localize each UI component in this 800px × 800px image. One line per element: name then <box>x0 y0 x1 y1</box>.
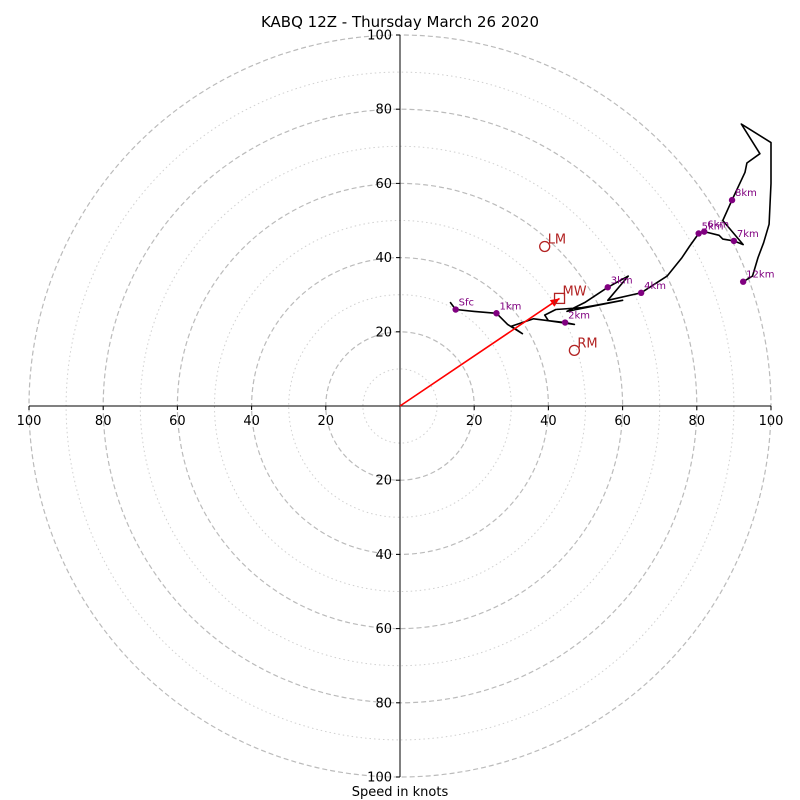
y-tick-label: 60 <box>375 177 392 192</box>
mean-wind-vector <box>399 297 560 407</box>
x-tick-label: 100 <box>759 414 784 429</box>
x-tick-label: 80 <box>95 414 112 429</box>
y-tick-label: 40 <box>375 548 392 563</box>
height-label-4km: 4km <box>644 281 666 292</box>
storm-motion-marker-RM <box>568 344 581 357</box>
y-tick-label: 40 <box>375 251 392 266</box>
height-label-7km: 7km <box>737 229 759 240</box>
x-tick-label: 60 <box>614 414 631 429</box>
storm-motion-marker-MW <box>553 292 566 305</box>
height-point-2km <box>561 319 569 326</box>
x-tick-label: 40 <box>243 414 260 429</box>
height-point-3km <box>604 284 611 291</box>
x-tick-label: 60 <box>169 414 186 429</box>
height-point-12km <box>739 278 747 285</box>
height-point-5km <box>695 230 702 237</box>
height-label-1km: 1km <box>499 301 521 312</box>
y-tick-label: 80 <box>375 103 392 118</box>
height-point-4km <box>637 289 645 297</box>
storm-motion-marker-LM <box>539 240 551 253</box>
x-tick-label: 40 <box>540 414 557 429</box>
mean-wind-arrow-line <box>399 297 560 407</box>
height-point-7km <box>730 237 738 245</box>
x-tick-label: 100 <box>17 414 42 429</box>
x-tick-label: 20 <box>466 414 483 429</box>
height-point-1km <box>493 310 500 317</box>
storm-motion-markers: LM MW RM <box>539 232 598 357</box>
x-tick-label: 20 <box>318 414 335 429</box>
height-label-3km: 3km <box>611 275 633 286</box>
height-label-6km: 6km <box>707 220 729 231</box>
height-point-8km <box>728 196 736 204</box>
y-tick-label: 80 <box>375 696 392 711</box>
y-tick-label: 20 <box>375 474 392 489</box>
height-label-2km: 2km <box>568 311 590 322</box>
height-point-6km <box>701 228 708 235</box>
height-label-5km: 5km <box>702 221 724 232</box>
storm-motion-label-MW: MW <box>563 284 587 299</box>
tick-labels: 100 80 60 40 20 20 40 60 80 100 100 80 60 40 20 20 40 60 8… <box>17 29 784 786</box>
height-label-8km: 8km <box>735 188 757 199</box>
chart-title: KABQ 12Z - Thursday March 26 2020 <box>261 13 539 31</box>
storm-motion-label-LM: LM <box>548 232 566 247</box>
storm-motion-label-RM: RM <box>577 336 597 351</box>
y-tick-label: 20 <box>375 325 392 340</box>
x-tick-label: 80 <box>689 414 706 429</box>
height-label-Sfc: Sfc <box>459 298 474 309</box>
height-label-12km: 12km <box>746 270 774 281</box>
height-point-Sfc <box>452 306 459 313</box>
y-tick-label: 100 <box>367 771 392 786</box>
y-tick-label: 100 <box>367 29 392 44</box>
y-tick-label: 60 <box>375 622 392 637</box>
x-axis-label: Speed in knots <box>352 785 449 800</box>
